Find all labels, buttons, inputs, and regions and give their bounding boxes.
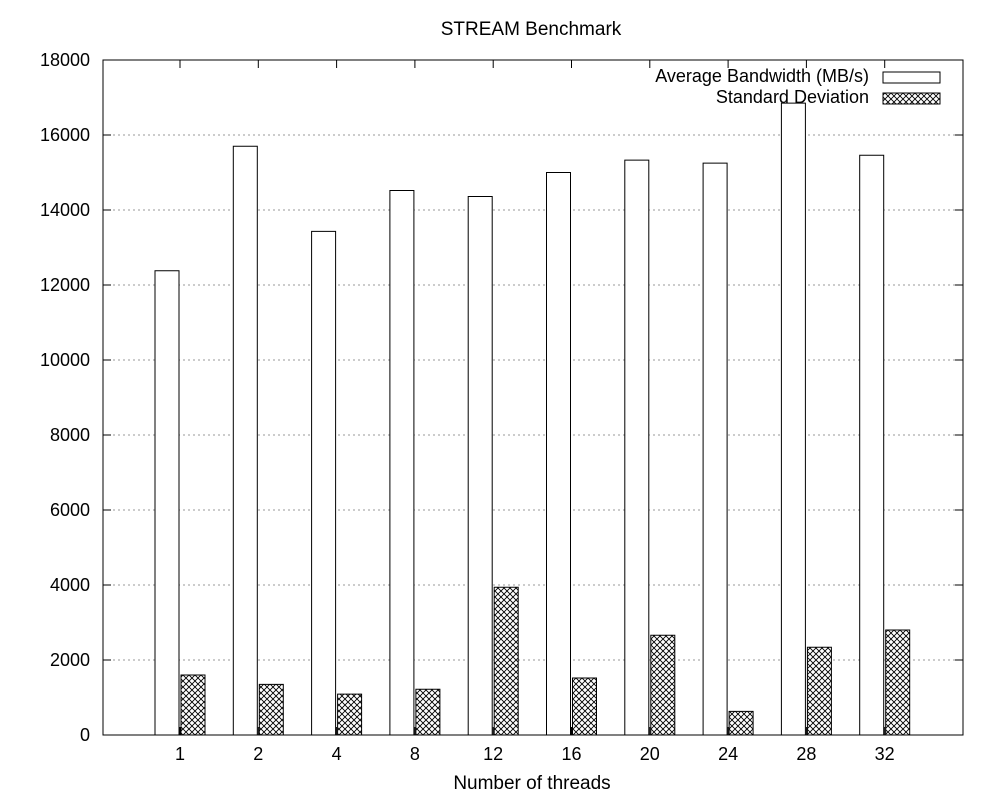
bar-std-deviation [885, 629, 911, 736]
legend-swatch-std-deviation [882, 92, 941, 105]
legend-swatch-avg-bandwidth [882, 71, 941, 84]
bar-std-deviation [337, 693, 363, 736]
x-tick-label: 20 [640, 744, 660, 764]
x-tick-label: 4 [332, 744, 342, 764]
x-tick-label: 12 [483, 744, 503, 764]
bar-avg-bandwidth [154, 270, 180, 736]
bar-avg-bandwidth [859, 154, 885, 736]
y-tick-label: 10000 [40, 350, 90, 370]
bar-std-deviation [493, 586, 519, 736]
y-tick-label: 16000 [40, 125, 90, 145]
legend-label-avg-bandwidth: Average Bandwidth (MB/s) [655, 66, 869, 86]
bar-std-deviation [728, 710, 754, 736]
y-tick-label: 8000 [50, 425, 90, 445]
bar-avg-bandwidth [389, 190, 415, 736]
grid-lines [103, 134, 963, 661]
bar-avg-bandwidth [232, 145, 258, 736]
x-tick-label: 16 [561, 744, 581, 764]
chart-title: STREAM Benchmark [441, 19, 622, 40]
legend-label-std-deviation: Standard Deviation [716, 87, 869, 107]
x-axis-ticks: 1 2 4 8 12 16 20 24 28 32 [175, 60, 895, 764]
bar-avg-bandwidth [702, 162, 728, 736]
legend: Average Bandwidth (MB/s) Standard Deviat… [655, 66, 941, 107]
y-tick-label: 2000 [50, 650, 90, 670]
plot-frame [102, 59, 964, 736]
y-tick-label: 0 [80, 725, 90, 745]
x-tick-label: 32 [875, 744, 895, 764]
y-tick-label: 18000 [40, 50, 90, 70]
bar-avg-bandwidth [780, 102, 806, 736]
bar-avg-bandwidth [624, 159, 650, 736]
x-tick-label: 1 [175, 744, 185, 764]
y-tick-label: 14000 [40, 200, 90, 220]
bar-avg-bandwidth [467, 196, 493, 736]
x-tick-label: 28 [796, 744, 816, 764]
x-axis-label: Number of threads [453, 773, 610, 794]
y-tick-label: 12000 [40, 275, 90, 295]
bar-avg-bandwidth [546, 172, 571, 736]
bar-std-deviation [415, 688, 441, 736]
x-tick-label: 2 [253, 744, 263, 764]
bar-std-deviation [806, 646, 832, 736]
bar-avg-bandwidth [311, 230, 337, 736]
bar-std-deviation [572, 677, 597, 736]
y-tick-label: 4000 [50, 575, 90, 595]
y-tick-label: 6000 [50, 500, 90, 520]
y-axis-ticks: 0 2000 4000 6000 8000 10000 12000 14000 16000 180… [40, 50, 963, 745]
bars [154, 102, 911, 736]
x-tick-label: 8 [410, 744, 420, 764]
bar-std-deviation [650, 634, 676, 736]
bar-std-deviation [180, 674, 206, 736]
bar-std-deviation [258, 683, 284, 736]
x-tick-label: 24 [718, 744, 738, 764]
